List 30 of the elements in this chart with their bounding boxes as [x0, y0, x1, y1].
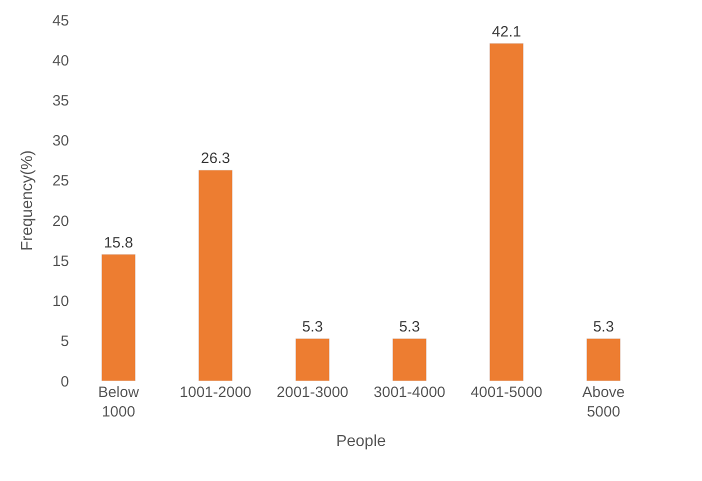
y-axis-title: Frequency(%)	[19, 150, 36, 251]
y-tick-label: 0	[60, 373, 69, 390]
y-tick-label: 20	[52, 212, 69, 230]
y-tick-label: 35	[52, 92, 69, 110]
data-label: 5.3	[399, 318, 420, 336]
x-tick-label: 1001-2000	[180, 384, 252, 401]
x-tick-label: Below 1000	[98, 384, 140, 420]
data-label: 42.1	[492, 23, 522, 40]
bar	[489, 43, 524, 381]
y-tick-label: 5	[60, 333, 69, 350]
y-tick-label: 15	[52, 252, 69, 270]
data-label: 5.3	[302, 318, 323, 336]
y-tick-label: 45	[52, 12, 69, 30]
x-tick-label: 2001-3000	[276, 384, 348, 401]
data-label: 15.8	[104, 234, 134, 252]
bar	[392, 338, 427, 381]
bar	[586, 338, 621, 381]
bar	[198, 170, 233, 381]
data-label: 26.3	[200, 150, 230, 168]
bar	[295, 338, 330, 381]
y-tick-label: 10	[52, 293, 69, 310]
data-label: 5.3	[593, 318, 614, 336]
y-tick-label: 25	[52, 172, 69, 190]
x-axis-title: People	[336, 433, 386, 450]
y-tick-label: 40	[52, 52, 69, 70]
y-tick-label: 30	[52, 132, 69, 150]
bar	[101, 254, 136, 381]
x-tick-label: Above 5000	[582, 384, 625, 420]
x-tick-label: 3001-4000	[374, 384, 446, 401]
x-tick-label: 4001-5000	[470, 384, 542, 401]
